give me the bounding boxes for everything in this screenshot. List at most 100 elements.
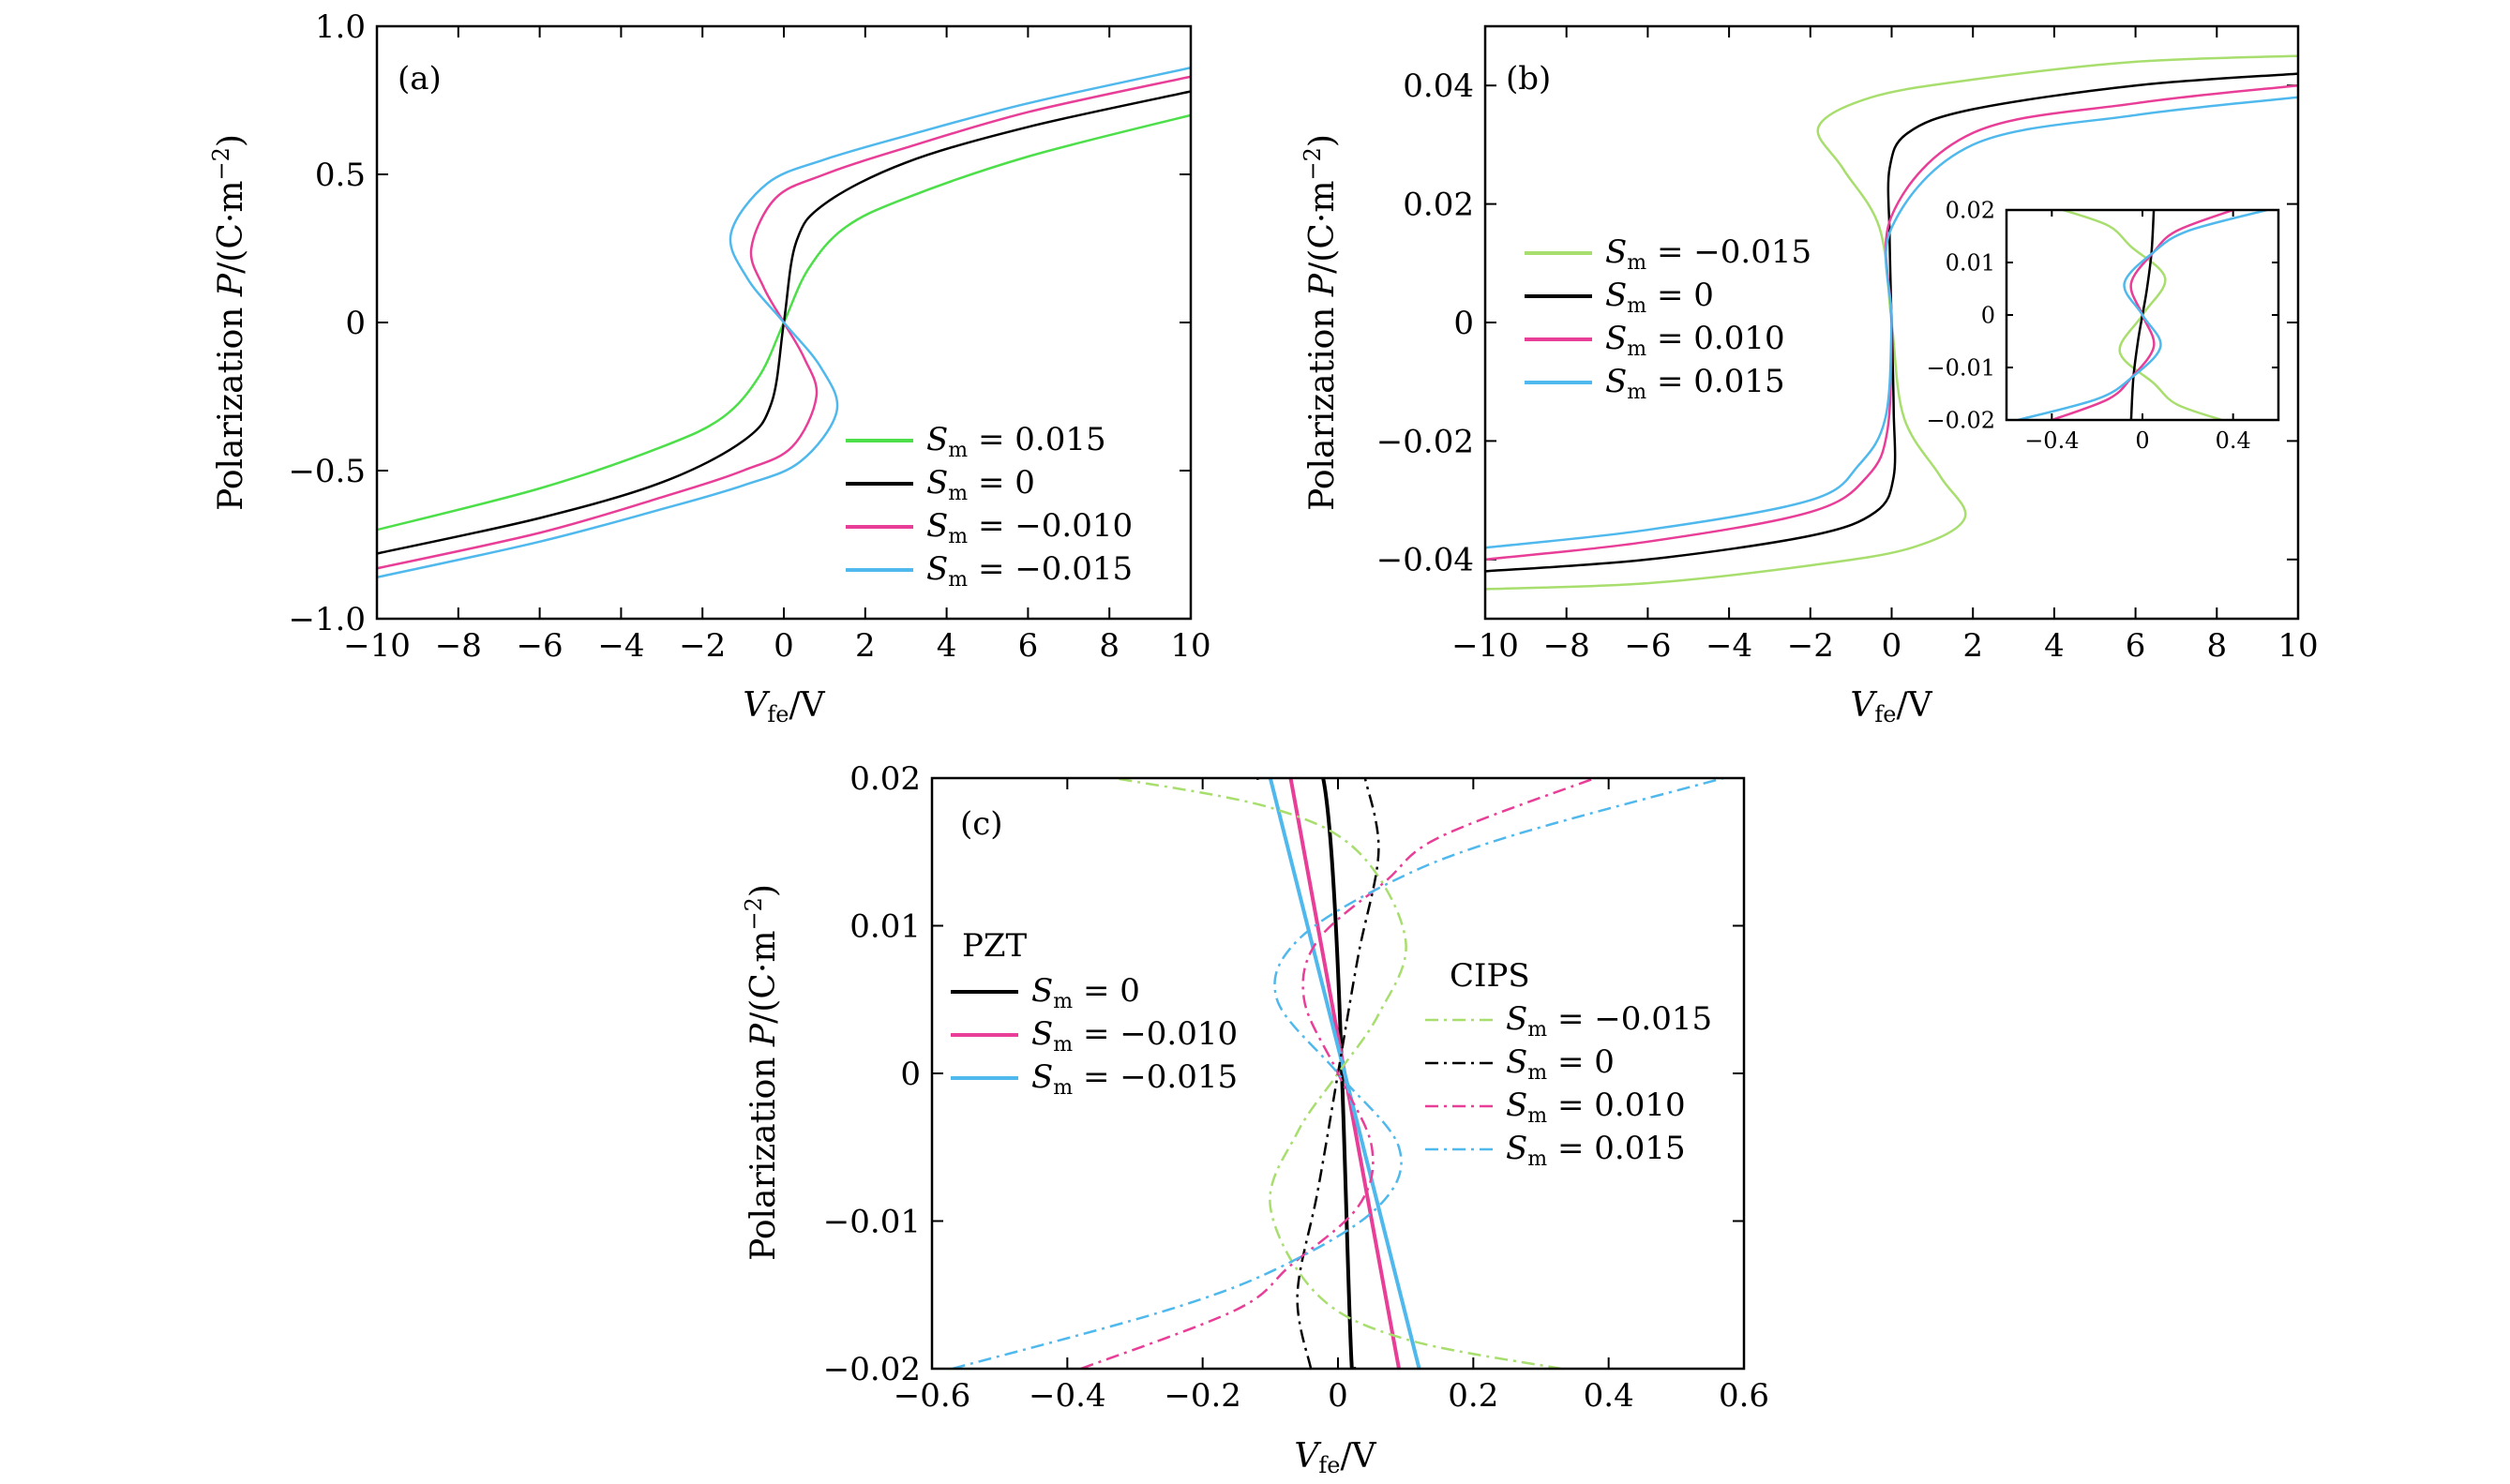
inset-ytick-label: 0.01: [1946, 249, 1995, 276]
panel-a-xtick-label: 0: [774, 627, 794, 665]
panel-a-legend-label: Sm = −0.015: [926, 550, 1133, 592]
panel-a-xtick-label: 10: [1170, 627, 1210, 665]
panel-a-xtick-label: −4: [597, 627, 644, 665]
panel-a-series-line: [377, 66, 1191, 579]
panel-c-xtick-label: −0.2: [1164, 1377, 1241, 1415]
panel-b: −10 −8 −6 −4 −2 0 2 4 6 8 10 −0.04 −0.02 0 0.02 0.04 Sm …: [1300, 24, 2319, 727]
panel-c-pzt-legend-label: Sm = −0.015: [1031, 1058, 1238, 1100]
panel-a-xtick-label: −6: [517, 627, 564, 665]
inset-series-line: [2017, 210, 2268, 420]
panel-b-xtick-label: 10: [2277, 627, 2318, 665]
panel-c-ytick-label: −0.01: [823, 1203, 921, 1240]
panel-c-pzt-legend-label: Sm = −0.010: [1031, 1015, 1238, 1057]
inset-xtick-label: −0.4: [2024, 427, 2079, 454]
panel-b-series-group: [1485, 54, 2298, 591]
panel-a-xtick-label: −10: [343, 627, 411, 665]
panel-c-letter: (c): [960, 805, 1003, 843]
panel-a-legend-label: Sm = 0.015: [926, 421, 1106, 462]
inset-xtick-label: 0.4: [2216, 427, 2251, 454]
panel-b-series-line: [1485, 96, 2298, 549]
panel-c: −0.6 −0.4 −0.2 0 0.2 0.4 0.6 −0.02 −0.01 0 0.01 0.0…: [741, 760, 1769, 1478]
panel-c-frame: [930, 776, 1746, 1371]
panel-b-xtick-label: 0: [1882, 627, 1902, 665]
inset-ytick-label: 0.02: [1946, 197, 1995, 223]
inset-frame: [2005, 208, 2280, 422]
panel-c-plot: −0.6 −0.4 −0.2 0 0.2 0.4 0.6 −0.02 −0.01 0 0.01 0.0…: [823, 760, 1769, 1415]
panel-c-series-line: [952, 778, 1724, 1369]
panel-a-series-group: [377, 66, 1191, 579]
panel-c-series-group: [952, 778, 1724, 1369]
panel-a-letter: (a): [398, 60, 442, 97]
panel-c-series-line: [1080, 778, 1596, 1369]
panel-a-xtick-label: 8: [1099, 627, 1120, 665]
panel-b-legend-label: Sm = −0.015: [1605, 233, 1811, 275]
panel-b-ytick-label: 0.04: [1403, 67, 1474, 105]
panel-b-inset: −0.4 0 0.4 −0.02 −0.01 0 0.01 0.02: [1926, 197, 2280, 454]
panel-b-xtick-label: −2: [1787, 627, 1834, 665]
panel-c-xtick-label: −0.4: [1029, 1377, 1106, 1415]
panel-b-xtick-label: −10: [1451, 627, 1519, 665]
panel-a-xtick-label: 4: [937, 627, 957, 665]
panel-b-plot: −10 −8 −6 −4 −2 0 2 4 6 8 10 −0.04 −0.02 0 0.02 0.04 Sm …: [1376, 24, 2319, 665]
panel-a-xlabel: Vfe/V: [743, 686, 825, 727]
panel-b-ytick-label: 0: [1453, 305, 1474, 342]
panel-c-ylabel: Polarization P/(C·m−2): [741, 884, 783, 1261]
panel-b-xtick-label: 8: [2206, 627, 2227, 665]
panel-b-xlabel: Vfe/V: [1850, 686, 1932, 727]
panel-a-ylabel: Polarization P/(C·m−2): [208, 134, 250, 511]
panel-a-ytick-label: 0.5: [315, 157, 366, 194]
panel-a-xtick-label: −2: [679, 627, 726, 665]
panel-c-xtick-label: −0.6: [894, 1377, 971, 1415]
panel-b-xtick-label: −8: [1543, 627, 1590, 665]
inset-xtick-label: 0: [2135, 427, 2149, 454]
panel-a-legend-label: Sm = −0.010: [926, 507, 1133, 548]
panel-a: −10 −8 −6 −4 −2 0 2 4 6 8 10 −1.0 −0.5 0 0.5 1.0 Sm = 0.…: [208, 8, 1211, 727]
panel-b-xtick-label: −4: [1706, 627, 1752, 665]
panel-a-ytick-label: −1.0: [288, 601, 366, 638]
panel-a-ytick-label: 0: [345, 305, 366, 342]
panel-c-xtick-label: 0: [1328, 1377, 1348, 1415]
panel-b-xtick-label: −6: [1624, 627, 1671, 665]
panel-c-cips-legend-label: Sm = 0.010: [1506, 1087, 1686, 1128]
panel-c-xtick-label: 0.6: [1719, 1377, 1769, 1415]
panel-a-ytick-label: 1.0: [315, 8, 366, 46]
panel-b-ytick-label: −0.04: [1376, 542, 1474, 579]
panel-b-legend-label: Sm = 0.015: [1605, 363, 1785, 404]
panel-b-xtick-label: 2: [1962, 627, 1983, 665]
panel-c-cips-legend-label: Sm = 0.015: [1506, 1130, 1686, 1171]
panel-a-ytick-label: −0.5: [288, 453, 366, 490]
panel-b-letter: (b): [1506, 60, 1551, 97]
panel-c-xtick-label: 0.2: [1448, 1377, 1498, 1415]
panel-a-xtick-label: −8: [435, 627, 482, 665]
legend-group-pzt: PZT: [962, 927, 1028, 965]
panel-b-ytick-label: 0.02: [1403, 187, 1474, 224]
panel-b-frame: [1483, 24, 2300, 621]
inset-ytick-label: −0.02: [1926, 407, 1995, 433]
panel-a-xtick-label: 6: [1018, 627, 1039, 665]
panel-b-legend-label: Sm = 0.010: [1605, 320, 1785, 361]
panel-c-xlabel: Vfe/V: [1294, 1437, 1376, 1478]
panel-c-xtick-label: 0.4: [1584, 1377, 1634, 1415]
legend-group-cips: CIPS: [1450, 957, 1530, 995]
panel-b-xtick-label: 4: [2044, 627, 2065, 665]
panel-a-plot: −10 −8 −6 −4 −2 0 2 4 6 8 10 −1.0 −0.5 0 0.5 1.0 Sm = 0.…: [288, 8, 1210, 665]
panel-c-pzt-legend-label: Sm = 0: [1031, 972, 1140, 1013]
panel-a-legend-label: Sm = 0: [926, 464, 1035, 505]
inset-series-group: [2017, 210, 2268, 420]
panel-a-frame: [375, 24, 1193, 621]
panel-c-series-line: [1114, 778, 1562, 1369]
panel-c-ytick-label: 0.02: [849, 760, 921, 798]
panel-c-ytick-label: −0.02: [823, 1351, 921, 1388]
panel-b-ytick-label: −0.02: [1376, 423, 1474, 460]
panel-c-ytick-label: 0: [900, 1056, 921, 1093]
panel-c-cips-legend-label: Sm = 0: [1506, 1043, 1615, 1085]
panel-c-series-line: [1268, 778, 1421, 1369]
panel-b-ylabel: Polarization P/(C·m−2): [1300, 134, 1342, 511]
inset-ytick-label: 0: [1981, 302, 1995, 328]
panel-b-xtick-label: 6: [2126, 627, 2146, 665]
panel-c-cips-legend-label: Sm = −0.015: [1506, 1000, 1712, 1042]
panel-c-series-line: [1256, 778, 1357, 1369]
inset-ytick-label: −0.01: [1926, 354, 1995, 381]
panel-b-legend-label: Sm = 0: [1605, 277, 1714, 318]
